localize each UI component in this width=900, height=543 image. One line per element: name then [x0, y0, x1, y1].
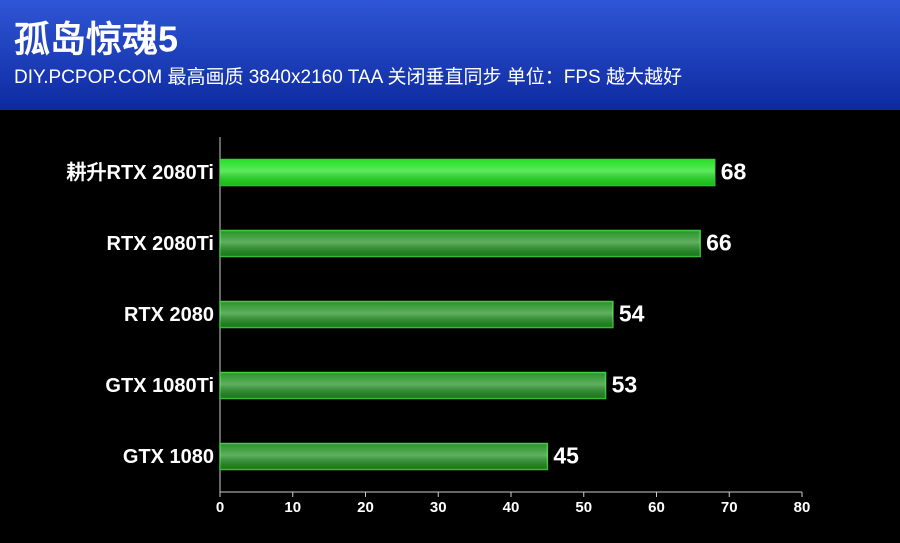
y-tick-label: GTX 1080	[123, 446, 214, 468]
x-tick-label: 30	[430, 499, 447, 516]
x-tick-label: 20	[357, 499, 374, 516]
y-tick-label: RTX 2080	[124, 304, 214, 326]
bar-shine	[220, 443, 548, 470]
value-label: 66	[706, 230, 732, 256]
y-tick-label: GTX 1080Ti	[105, 375, 214, 397]
y-tick-label: 耕升RTX 2080Ti	[67, 161, 214, 184]
value-label: 53	[612, 372, 638, 398]
value-label: 45	[553, 443, 579, 469]
x-tick-label: 0	[216, 499, 224, 516]
bar-shine	[220, 230, 701, 257]
chart-subtitle: DIY.PCPOP.COM 最高画质 3840x2160 TAA 关闭垂直同步 …	[14, 66, 682, 88]
chart-title: 孤岛惊魂5	[14, 19, 178, 60]
y-tick-label: RTX 2080Ti	[107, 233, 214, 255]
x-tick-label: 80	[794, 499, 811, 516]
x-tick-label: 70	[721, 499, 738, 516]
value-label: 54	[619, 301, 645, 327]
bar-shine	[220, 159, 715, 186]
x-tick-label: 60	[648, 499, 665, 516]
bar-shine	[220, 372, 606, 399]
x-tick-label: 50	[575, 499, 592, 516]
x-tick-label: 10	[284, 499, 301, 516]
value-label: 68	[721, 159, 747, 185]
header-band	[0, 0, 900, 110]
bar-shine	[220, 301, 613, 328]
x-tick-label: 40	[503, 499, 520, 516]
